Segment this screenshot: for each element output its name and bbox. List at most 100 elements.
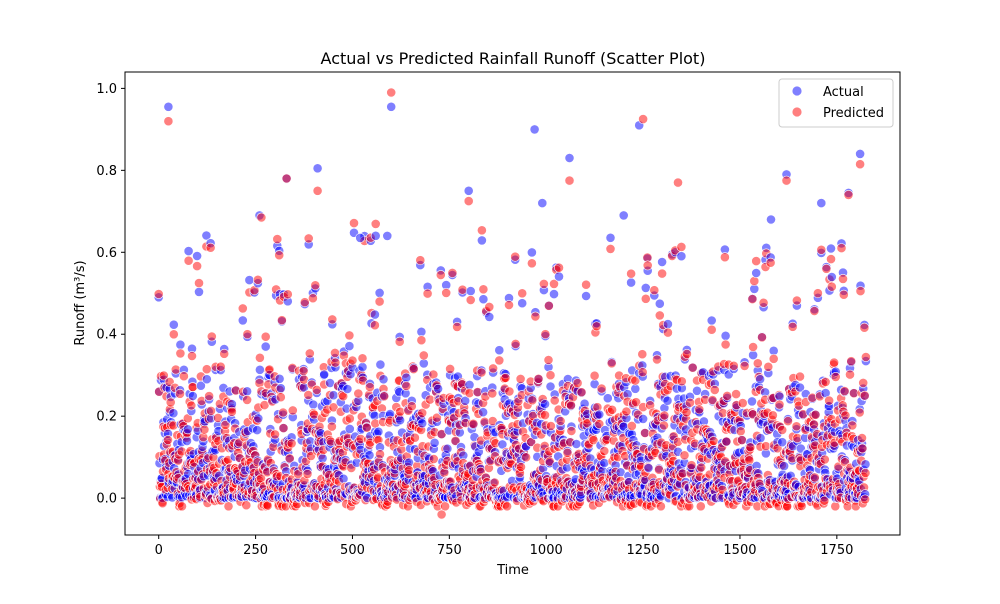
predicted-point xyxy=(824,395,834,406)
predicted-point xyxy=(540,329,551,340)
predicted-point xyxy=(374,296,385,307)
predicted-point xyxy=(464,388,475,398)
actual-point xyxy=(720,330,731,341)
predicted-point xyxy=(504,300,514,310)
predicted-point xyxy=(640,293,651,304)
actual-point xyxy=(564,153,575,163)
predicted-point xyxy=(855,159,865,170)
predicted-point xyxy=(626,268,636,279)
actual-point xyxy=(242,386,252,397)
predicted-point xyxy=(215,361,226,372)
predicted-point xyxy=(417,407,428,418)
actual-point xyxy=(370,230,381,241)
predicted-point xyxy=(175,388,185,399)
predicted-point xyxy=(758,297,769,308)
predicted-point xyxy=(768,410,778,421)
predicted-point xyxy=(431,412,442,423)
predicted-point xyxy=(860,468,871,478)
predicted-point xyxy=(599,446,610,456)
predicted-point xyxy=(204,391,214,401)
predicted-point xyxy=(311,384,322,395)
predicted-point xyxy=(546,421,556,431)
predicted-point xyxy=(404,465,414,475)
predicted-point xyxy=(370,218,381,229)
predicted-point xyxy=(369,320,380,331)
predicted-point xyxy=(328,402,339,413)
actual-point xyxy=(545,381,556,392)
actual-point xyxy=(168,408,179,419)
predicted-point xyxy=(272,234,283,244)
actual-point xyxy=(442,443,453,454)
y-axis-ticks: 0.0 0.2 0.4 0.6 0.8 1.0 xyxy=(96,82,125,507)
predicted-point xyxy=(275,392,286,403)
predicted-point xyxy=(510,251,521,262)
predicted-point xyxy=(347,355,358,366)
actual-point xyxy=(605,232,616,243)
y-tick-label: 0.4 xyxy=(96,328,117,343)
predicted-point xyxy=(549,278,559,289)
predicted-point xyxy=(394,336,405,347)
y-tick-label: 0.6 xyxy=(96,246,117,261)
predicted-point xyxy=(183,255,194,266)
actual-point xyxy=(417,418,428,429)
predicted-point xyxy=(409,432,420,443)
predicted-point xyxy=(241,500,252,511)
predicted-point xyxy=(457,284,468,295)
predicted-point xyxy=(278,423,289,433)
x-tick-label: 1250 xyxy=(627,543,660,558)
predicted-point xyxy=(843,189,854,200)
predicted-point xyxy=(572,378,583,388)
predicted-point xyxy=(465,295,476,305)
actual-point xyxy=(581,291,591,301)
predicted-point xyxy=(768,353,779,364)
predicted-point xyxy=(839,386,850,396)
predicted-point xyxy=(761,441,771,452)
predicted-point xyxy=(821,263,832,274)
predicted-point xyxy=(530,311,541,322)
actual-point xyxy=(355,232,366,243)
predicted-point xyxy=(795,371,805,382)
predicted-point xyxy=(468,418,479,429)
x-tick-label: 250 xyxy=(243,543,268,558)
predicted-point xyxy=(401,381,412,391)
predicted-point xyxy=(344,413,355,424)
predicted-point xyxy=(763,361,774,372)
predicted-point xyxy=(303,390,314,400)
actual-point xyxy=(373,426,384,437)
predicted-point xyxy=(591,321,602,332)
actual-point xyxy=(779,461,789,471)
predicted-point xyxy=(500,372,511,383)
predicted-point xyxy=(199,424,210,435)
actual-point xyxy=(175,339,186,350)
actual-point xyxy=(374,287,385,298)
actual-point xyxy=(378,374,389,385)
predicted-point xyxy=(527,395,538,406)
actual-point xyxy=(478,294,489,305)
predicted-point xyxy=(686,460,697,471)
actual-point xyxy=(201,230,212,241)
predicted-point xyxy=(201,364,212,375)
predicted-point xyxy=(494,355,505,366)
predicted-point xyxy=(284,453,295,464)
actual-point xyxy=(630,383,641,394)
actual-point xyxy=(676,251,687,262)
actual-point xyxy=(537,198,548,208)
predicted-point xyxy=(447,267,458,278)
predicted-point xyxy=(652,354,662,365)
actual-point xyxy=(395,415,405,426)
actual-point xyxy=(640,282,651,293)
actual-point xyxy=(386,101,397,112)
predicted-point xyxy=(819,454,830,465)
plot-frame xyxy=(124,71,901,536)
predicted-point xyxy=(649,285,660,296)
actual-point xyxy=(747,396,757,407)
actual-point xyxy=(401,372,412,383)
predicted-point xyxy=(748,342,758,352)
actual-point xyxy=(338,473,349,484)
predicted-point xyxy=(278,407,288,418)
predicted-point xyxy=(545,370,556,381)
y-axis-label: Runoff (m³/s) xyxy=(73,260,88,345)
predicted-point xyxy=(564,175,575,186)
actual-point xyxy=(626,277,636,288)
actual-point xyxy=(594,409,605,420)
